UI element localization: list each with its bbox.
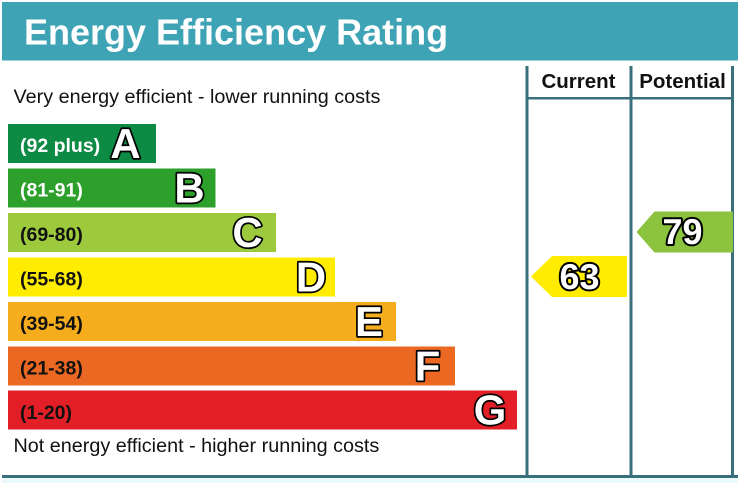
svg-text:(55-68): (55-68): [20, 269, 83, 291]
svg-text:(1-20): (1-20): [20, 402, 72, 424]
svg-text:Potential: Potential: [639, 70, 726, 93]
svg-text:(21-38): (21-38): [20, 358, 83, 380]
svg-text:Very energy efficient - lower: Very energy efficient - lower running co…: [14, 86, 381, 108]
svg-text:Not energy efficient - higher: Not energy efficient - higher running co…: [14, 435, 380, 457]
svg-text:Current: Current: [541, 70, 615, 93]
svg-text:(92 plus): (92 plus): [20, 135, 100, 157]
svg-text:(39-54): (39-54): [20, 313, 83, 335]
svg-text:(81-91): (81-91): [20, 180, 83, 202]
svg-text:Energy Efficiency Rating: Energy Efficiency Rating: [24, 12, 448, 53]
svg-text:(69-80): (69-80): [20, 224, 83, 246]
